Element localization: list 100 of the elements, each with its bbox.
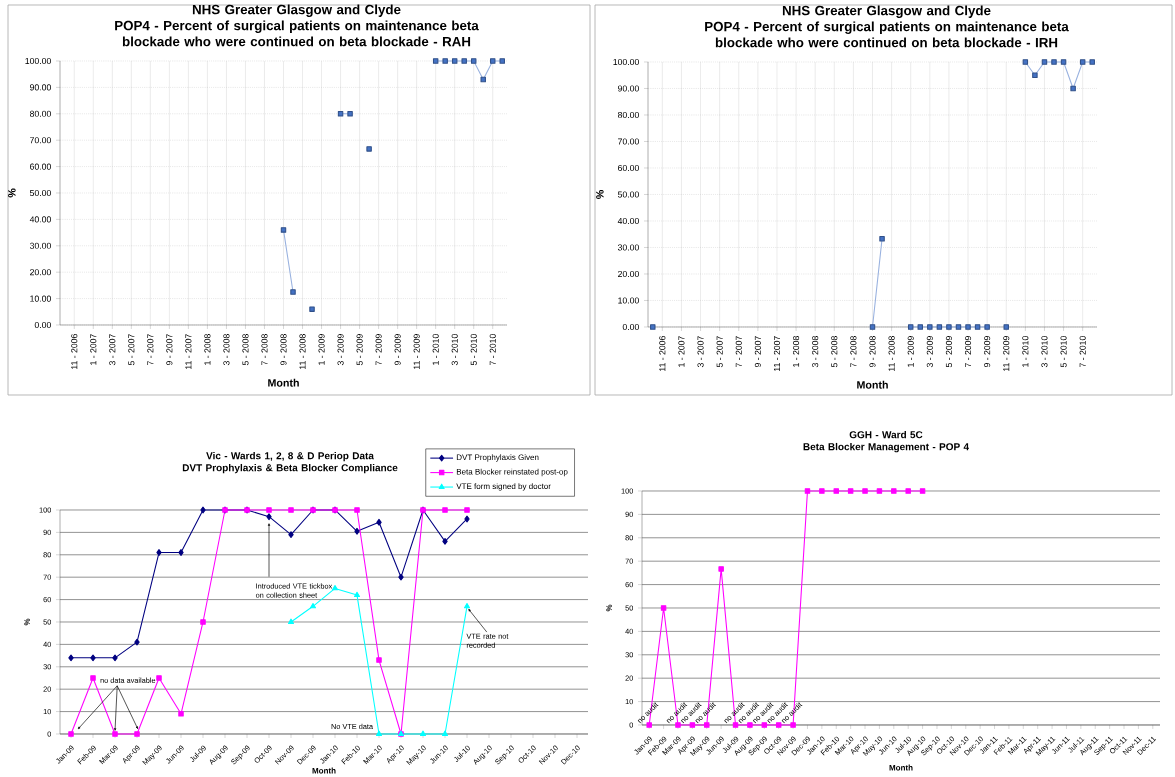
x-tick-label: 3 - 2009 [926,336,933,368]
point [499,58,505,64]
point [879,236,885,242]
point [747,722,753,728]
point [1022,59,1029,65]
point [112,731,118,737]
point [464,507,470,513]
x-tick-label: 7 - 2007 [735,336,742,368]
point [650,324,656,330]
point [376,657,382,663]
x-tick-label: 7 - 2007 [147,334,154,366]
point [974,324,981,330]
chart-subtitle: Beta Blocker Management - POP 4 [803,442,969,453]
point [156,675,162,681]
point [376,518,382,526]
y-tick-label: 100.00 [613,58,639,66]
point [480,76,486,83]
legend-label: VTE form signed by doctor [456,483,551,491]
y-tick-label: 20.00 [618,270,639,278]
x-tick-label: 11 - 2007 [185,334,192,370]
legend-label: DVT Prophylaxis Given [456,454,539,462]
x-tick-label: 11 - 2008 [299,334,306,370]
point [917,324,924,330]
x-tick-label: 7 - 2008 [261,334,268,366]
y-axis-title: % [8,188,16,198]
x-tick-label: 1 - 2008 [793,336,800,367]
point [470,58,477,64]
x-tick-label: 1 - 2007 [678,336,685,367]
point [309,602,317,609]
point [288,507,294,513]
y-tick-label: 70.00 [30,137,51,144]
point [347,111,353,117]
y-tick-label: 80.00 [617,111,639,119]
y-tick-label: 90.00 [618,85,639,92]
point [847,488,854,494]
point [266,507,272,513]
y-tick-label: 10.00 [30,295,51,302]
point [419,730,427,736]
y-tick-label: 30.00 [29,242,51,249]
x-tick-label: 3 - 2008 [812,336,819,368]
x-tick-label: 5 - 2009 [945,336,952,368]
x-axis-title: Month [857,380,888,389]
chart-subtitle: POP4 - Percent of surgical patients on maintenance beta blockade who were continued on beta blockade - IRH [705,21,1069,48]
x-tick-label: 3 - 2009 [337,334,344,366]
point [905,488,911,494]
point [804,488,811,494]
point [354,507,360,513]
point [178,711,184,717]
y-axis-title: % [606,604,612,612]
point [689,722,696,728]
y-tick-label: 60.00 [30,163,51,170]
y-tick-label: 60.00 [618,164,639,172]
point [156,549,162,556]
x-tick-label: 5 - 2007 [128,334,135,366]
point [1003,324,1009,330]
y-tick-label: 10.00 [618,297,639,304]
point [442,58,448,64]
point [936,324,943,330]
point [790,722,796,728]
x-tick-label: 1 - 2009 [907,336,914,367]
point [646,722,652,728]
point [876,488,883,494]
x-tick-label: 7 - 2009 [964,336,972,368]
y-tick-label: 100.00 [25,57,51,65]
point [1070,85,1076,92]
point [90,675,96,681]
point [1051,59,1057,65]
y-tick-label: 20.00 [30,269,51,276]
x-tick-label: 1 - 2010 [1022,336,1029,367]
point [441,730,449,736]
x-tick-label: 5 - 2008 [242,334,249,366]
y-axis-title: % [596,190,604,199]
x-tick-label: 3 - 2007 [109,334,116,366]
point [266,513,272,521]
point [1079,59,1086,65]
point [1041,59,1048,65]
point [366,146,372,152]
x-tick-label: 9 - 2009 [984,336,991,368]
x-tick-label: 11 - 2008 [888,336,895,372]
point [353,591,361,598]
point [490,58,496,64]
x-tick-label: 3 - 2010 [451,334,458,366]
y-axis-title: % [24,618,30,626]
y-tick-label: 90.00 [30,84,51,91]
point [331,584,339,591]
point [90,654,96,662]
x-tick-label: 9 - 2007 [754,336,761,368]
x-tick-label: 1 - 2009 [318,334,325,365]
point [984,324,990,330]
x-tick-label: 9 - 2007 [166,334,173,366]
point [354,527,360,535]
chart-subtitle: POP4 - Percent of surgical patients on maintenance beta blockade who were continued on beta blockade - RAH [115,20,479,47]
x-tick-label: 5 - 2009 [356,334,363,366]
x-tick-label: 5 - 2007 [716,336,723,368]
point [398,573,404,581]
point [442,507,448,513]
point [869,324,876,330]
point [375,730,383,736]
chart-title: NHS Greater Glasgow and Clyde [192,4,401,17]
point [965,324,971,330]
